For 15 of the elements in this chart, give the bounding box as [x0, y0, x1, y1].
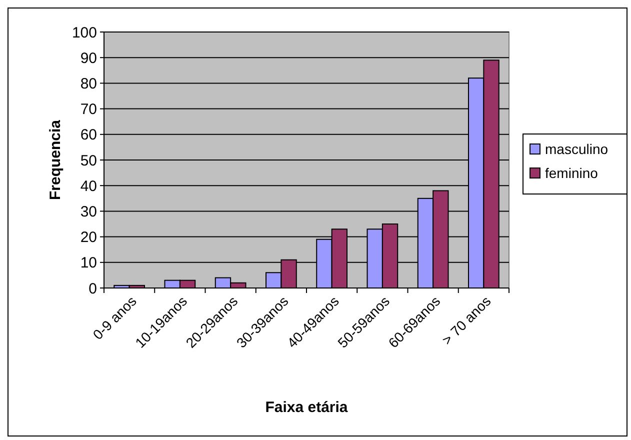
legend-label: feminino [545, 164, 598, 181]
y-tick-label: 20 [80, 229, 97, 246]
x-axis-title: Faixa etária [265, 399, 348, 416]
y-tick-label: 40 [80, 178, 97, 195]
y-tick-label: 80 [80, 75, 97, 92]
y-tick-label: 60 [80, 126, 97, 144]
y-axis-title: Frequencia [47, 119, 64, 200]
y-tick-label: 30 [80, 203, 97, 220]
y-tick-label: 0 [88, 280, 97, 298]
y-tick-label: 10 [80, 254, 97, 272]
y-tick-label: 70 [80, 101, 97, 118]
y-tick-label: 50 [80, 152, 97, 170]
y-tick-label: 100 [72, 24, 97, 42]
y-tick-label: 90 [80, 50, 97, 67]
legend-label: masculino [545, 140, 608, 157]
